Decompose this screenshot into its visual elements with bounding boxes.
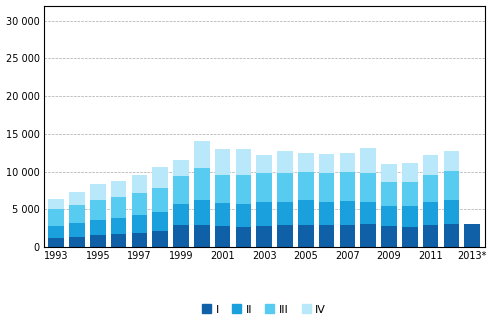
Bar <box>298 200 314 225</box>
Bar <box>111 218 126 234</box>
Bar <box>464 224 480 247</box>
Bar <box>131 193 147 215</box>
Bar <box>381 182 397 206</box>
Bar <box>444 171 459 200</box>
Bar <box>339 201 355 225</box>
Bar <box>402 163 417 182</box>
Bar <box>69 192 85 205</box>
Legend: I, II, III, IV: I, II, III, IV <box>198 300 330 319</box>
Bar <box>236 149 251 175</box>
Bar <box>173 204 189 225</box>
Bar <box>69 237 85 247</box>
Bar <box>215 149 230 175</box>
Bar <box>69 223 85 237</box>
Bar <box>215 203 230 226</box>
Bar <box>173 160 189 176</box>
Bar <box>152 213 168 231</box>
Bar <box>111 234 126 247</box>
Bar <box>360 173 376 202</box>
Bar <box>256 155 272 173</box>
Bar <box>48 238 64 247</box>
Bar <box>360 148 376 173</box>
Bar <box>339 153 355 173</box>
Bar <box>339 173 355 201</box>
Bar <box>90 235 106 247</box>
Bar <box>444 200 459 224</box>
Bar <box>194 168 209 200</box>
Bar <box>298 172 314 200</box>
Bar <box>360 202 376 224</box>
Bar <box>319 154 334 173</box>
Bar <box>90 220 106 235</box>
Bar <box>194 200 209 225</box>
Bar <box>236 227 251 247</box>
Bar <box>48 199 64 209</box>
Bar <box>173 176 189 204</box>
Bar <box>215 226 230 247</box>
Bar <box>381 164 397 182</box>
Bar <box>319 225 334 247</box>
Bar <box>236 175 251 204</box>
Bar <box>277 151 293 173</box>
Bar <box>69 205 85 223</box>
Bar <box>298 225 314 247</box>
Bar <box>256 173 272 202</box>
Bar <box>319 202 334 225</box>
Bar <box>339 225 355 247</box>
Bar <box>215 175 230 203</box>
Bar <box>444 151 459 171</box>
Bar <box>48 226 64 238</box>
Bar <box>319 173 334 202</box>
Bar <box>402 206 417 227</box>
Bar <box>173 225 189 247</box>
Bar <box>402 182 417 206</box>
Bar <box>423 225 438 247</box>
Bar <box>277 225 293 247</box>
Bar <box>131 175 147 193</box>
Bar <box>423 202 438 225</box>
Bar <box>152 167 168 188</box>
Bar <box>152 188 168 213</box>
Bar <box>194 141 209 168</box>
Bar <box>111 197 126 218</box>
Bar <box>256 226 272 247</box>
Bar <box>381 226 397 247</box>
Bar <box>298 153 314 172</box>
Bar <box>111 181 126 197</box>
Bar <box>256 202 272 226</box>
Bar <box>194 225 209 247</box>
Bar <box>402 227 417 247</box>
Bar <box>90 184 106 200</box>
Bar <box>236 204 251 227</box>
Bar <box>152 231 168 247</box>
Bar <box>381 206 397 226</box>
Bar <box>48 209 64 226</box>
Bar <box>131 215 147 233</box>
Bar <box>90 200 106 220</box>
Bar <box>423 155 438 175</box>
Bar <box>423 175 438 202</box>
Bar <box>131 233 147 247</box>
Bar <box>360 224 376 247</box>
Bar <box>444 224 459 247</box>
Bar <box>277 173 293 202</box>
Bar <box>277 202 293 225</box>
